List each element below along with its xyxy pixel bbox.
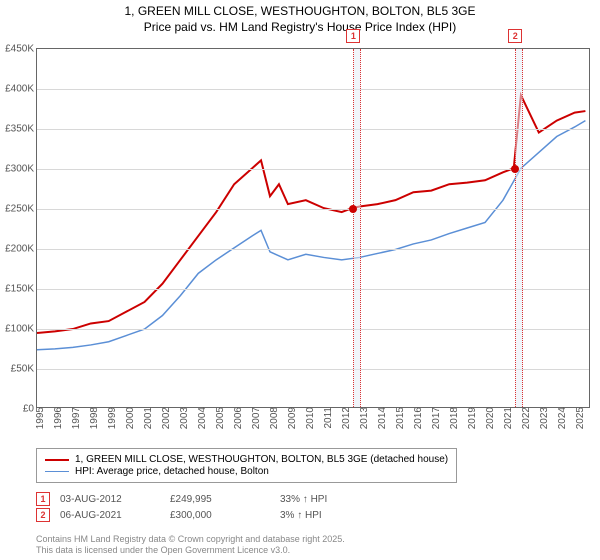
x-axis-label: 2004 bbox=[195, 407, 208, 429]
x-axis-label: 2006 bbox=[231, 407, 244, 429]
sale-point-2 bbox=[511, 165, 519, 173]
sale-date: 03-AUG-2012 bbox=[60, 494, 170, 505]
x-axis-label: 2015 bbox=[393, 407, 406, 429]
x-axis-label: 1995 bbox=[33, 407, 46, 429]
x-axis-label: 1997 bbox=[69, 407, 82, 429]
gridline-h bbox=[37, 89, 589, 90]
x-axis-label: 2018 bbox=[447, 407, 460, 429]
gridline-h bbox=[37, 129, 589, 130]
sales-marker-ref: 1 bbox=[36, 492, 50, 506]
x-axis-label: 2019 bbox=[465, 407, 478, 429]
sale-date: 06-AUG-2021 bbox=[60, 510, 170, 521]
legend: 1, GREEN MILL CLOSE, WESTHOUGHTON, BOLTO… bbox=[36, 448, 457, 483]
legend-label: HPI: Average price, detached house, Bolt… bbox=[75, 466, 269, 477]
legend-row: HPI: Average price, detached house, Bolt… bbox=[45, 466, 448, 477]
series-price_paid bbox=[37, 95, 585, 333]
x-axis-label: 2020 bbox=[483, 407, 496, 429]
x-axis-label: 2023 bbox=[537, 407, 550, 429]
legend-label: 1, GREEN MILL CLOSE, WESTHOUGHTON, BOLTO… bbox=[75, 454, 448, 465]
chart-svg bbox=[37, 49, 589, 407]
sales-marker-ref: 2 bbox=[36, 508, 50, 522]
x-axis-label: 2016 bbox=[411, 407, 424, 429]
gridline-h bbox=[37, 369, 589, 370]
x-axis-label: 2005 bbox=[213, 407, 226, 429]
sales-row: 1 03-AUG-2012£249,99533% ↑ HPI bbox=[36, 492, 390, 506]
x-axis-label: 2021 bbox=[501, 407, 514, 429]
footer-attribution: Contains HM Land Registry data © Crown c… bbox=[36, 534, 345, 556]
x-axis-label: 2012 bbox=[339, 407, 352, 429]
y-axis-label: £450K bbox=[5, 44, 37, 55]
sale-delta: 33% ↑ HPI bbox=[280, 494, 390, 505]
y-axis-label: £150K bbox=[5, 284, 37, 295]
legend-swatch bbox=[45, 459, 69, 461]
sale-delta: 3% ↑ HPI bbox=[280, 510, 390, 521]
x-axis-label: 1996 bbox=[51, 407, 64, 429]
x-axis-label: 1998 bbox=[87, 407, 100, 429]
y-axis-label: £100K bbox=[5, 324, 37, 335]
gridline-h bbox=[37, 249, 589, 250]
footer-line-1: Contains HM Land Registry data © Crown c… bbox=[36, 534, 345, 545]
gridline-h bbox=[37, 209, 589, 210]
chart-plot-area: £0£50K£100K£150K£200K£250K£300K£350K£400… bbox=[36, 48, 590, 408]
x-axis-label: 2013 bbox=[357, 407, 370, 429]
x-axis-label: 2017 bbox=[429, 407, 442, 429]
sale-marker-1: 1 bbox=[346, 29, 360, 43]
x-axis-label: 2014 bbox=[375, 407, 388, 429]
x-axis-label: 2007 bbox=[249, 407, 262, 429]
shaded-region bbox=[515, 49, 522, 407]
x-axis-label: 2025 bbox=[573, 407, 586, 429]
gridline-h bbox=[37, 169, 589, 170]
gridline-h bbox=[37, 329, 589, 330]
x-axis-label: 2000 bbox=[123, 407, 136, 429]
y-axis-label: £250K bbox=[5, 204, 37, 215]
sales-table: 1 03-AUG-2012£249,99533% ↑ HPI 2 06-AUG-202… bbox=[36, 490, 390, 524]
x-axis-label: 2024 bbox=[555, 407, 568, 429]
sales-row: 2 06-AUG-2021£300,0003% ↑ HPI bbox=[36, 508, 390, 522]
y-axis-label: £350K bbox=[5, 124, 37, 135]
y-axis-label: £300K bbox=[5, 164, 37, 175]
legend-swatch bbox=[45, 471, 69, 473]
x-axis-label: 2001 bbox=[141, 407, 154, 429]
x-axis-label: 2022 bbox=[519, 407, 532, 429]
sale-price: £300,000 bbox=[170, 510, 280, 521]
sale-point-1 bbox=[349, 205, 357, 213]
shaded-region bbox=[353, 49, 360, 407]
sale-price: £249,995 bbox=[170, 494, 280, 505]
x-axis-label: 2003 bbox=[177, 407, 190, 429]
y-axis-label: £50K bbox=[11, 364, 37, 375]
x-axis-label: 2011 bbox=[321, 407, 334, 429]
x-axis-label: 2002 bbox=[159, 407, 172, 429]
sale-marker-2: 2 bbox=[508, 29, 522, 43]
title-line-1: 1, GREEN MILL CLOSE, WESTHOUGHTON, BOLTO… bbox=[0, 4, 600, 20]
x-axis-label: 1999 bbox=[105, 407, 118, 429]
y-axis-label: £200K bbox=[5, 244, 37, 255]
x-axis-label: 2008 bbox=[267, 407, 280, 429]
y-axis-label: £400K bbox=[5, 84, 37, 95]
x-axis-label: 2009 bbox=[285, 407, 298, 429]
gridline-h bbox=[37, 289, 589, 290]
legend-row: 1, GREEN MILL CLOSE, WESTHOUGHTON, BOLTO… bbox=[45, 454, 448, 465]
footer-line-2: This data is licensed under the Open Gov… bbox=[36, 545, 345, 556]
x-axis-label: 2010 bbox=[303, 407, 316, 429]
